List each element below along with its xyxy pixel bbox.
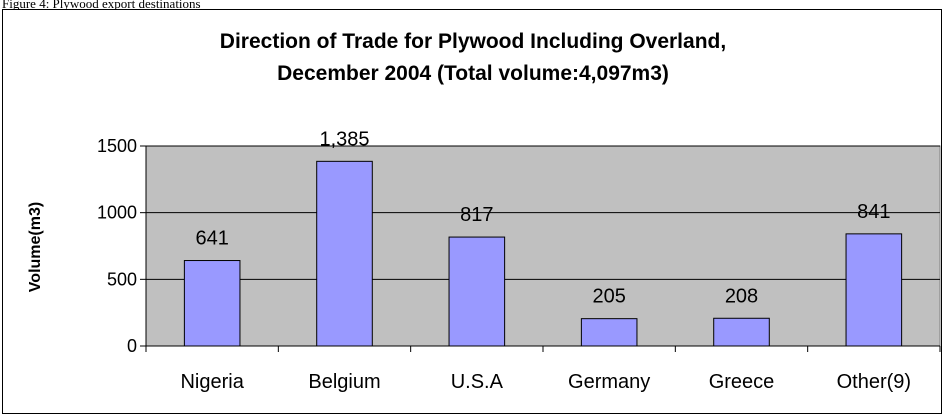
bar-greece [713, 317, 770, 347]
plot-area [145, 145, 941, 347]
data-label: 208 [725, 285, 758, 307]
bar-other-9- [845, 233, 903, 347]
x-tick-label: Other(9) [837, 371, 911, 393]
x-tick-label: Germany [568, 371, 650, 393]
y-tick-label-500: 500 [107, 269, 137, 289]
data-label: 205 [592, 286, 625, 308]
data-label: 1,385 [319, 128, 369, 150]
x-tick-label: U.S.A [451, 371, 504, 393]
data-label: 841 [857, 201, 890, 223]
axes [140, 145, 941, 352]
gridlines [146, 145, 940, 280]
chart-title-line-1: Direction of Trade for Plywood Including… [219, 30, 727, 53]
x-tick-label: Nigeria [180, 371, 244, 393]
bar-belgium [316, 160, 373, 347]
bar-germany [580, 318, 638, 347]
bar-u-s-a [448, 236, 506, 347]
chart-title-line-2: December 2004 (Total volume:4,097m3) [277, 62, 669, 85]
bar-nigeria [183, 260, 241, 347]
y-tick-label-1500: 1500 [97, 136, 137, 156]
bars: 641 1,385 817 205 208 841 [183, 128, 903, 347]
y-tick-label-1000: 1000 [97, 203, 137, 223]
data-label: 641 [195, 228, 228, 250]
x-tick-label: Greece [709, 371, 775, 393]
data-label: 817 [460, 204, 493, 226]
y-tick-label-0: 0 [127, 336, 137, 356]
tick-labels: 0 500 1000 1500 Nigeria Belgium U.S.A Germany Gr… [97, 136, 911, 393]
y-axis-label: Volume(m3) [27, 202, 44, 292]
figure-caption: Figure 4: Plywood export destinations [2, 0, 201, 11]
x-tick-label: Belgium [308, 371, 380, 393]
